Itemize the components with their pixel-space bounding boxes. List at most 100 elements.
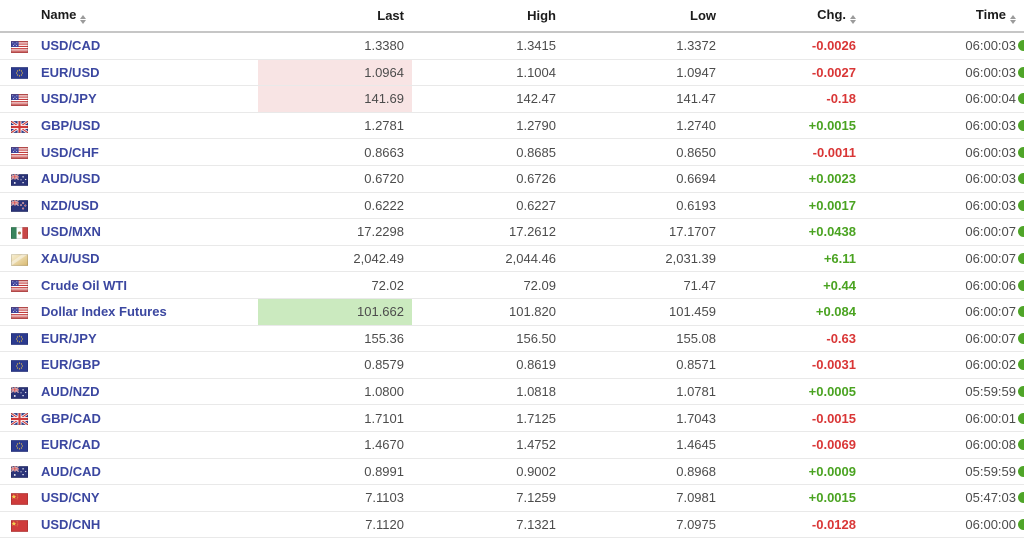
instrument-link[interactable]: AUD/USD	[41, 171, 101, 187]
name-cell: Dollar Index Futures	[0, 298, 258, 326]
last-value: 101.662	[258, 298, 412, 326]
realtime-clock-icon	[1018, 465, 1024, 477]
low-value: 71.47	[562, 271, 722, 299]
column-header-low[interactable]: Low	[562, 0, 722, 33]
time-value: 06:00:03	[862, 59, 1018, 87]
time-value: 06:00:03	[862, 165, 1018, 193]
last-value: 0.8663	[258, 138, 412, 166]
instrument-link[interactable]: GBP/USD	[41, 118, 101, 134]
table-row-eur-gbp: EUR/GBP 0.8579 0.8619 0.8571 -0.0031 06:00:02	[0, 351, 1024, 379]
name-cell: EUR/GBP	[0, 351, 258, 379]
last-value: 72.02	[258, 271, 412, 299]
name-cell: USD/JPY	[0, 85, 258, 113]
high-value: 0.9002	[412, 458, 562, 486]
low-value: 7.0975	[562, 511, 722, 538]
time-value: 06:00:07	[862, 325, 1018, 353]
instrument-link[interactable]: EUR/GBP	[41, 357, 101, 373]
high-value: 0.8685	[412, 138, 562, 166]
table-row-nzd-usd: NZD/USD 0.6222 0.6227 0.6193 +0.0017 06:00:03	[0, 192, 1024, 220]
instrument-link[interactable]: AUD/CAD	[41, 463, 101, 479]
low-value: 0.8571	[562, 351, 722, 379]
realtime-clock-icon	[1018, 120, 1024, 132]
au-flag-icon	[11, 173, 28, 186]
instrument-link[interactable]: EUR/USD	[41, 64, 100, 80]
column-label: Time	[975, 7, 1006, 22]
last-value: 0.6720	[258, 165, 412, 193]
us-flag-icon	[11, 147, 28, 160]
realtime-clock-icon	[1018, 518, 1024, 530]
realtime-indicator-cell	[1018, 511, 1024, 538]
last-value: 141.69	[258, 85, 412, 113]
name-cell: USD/CAD	[0, 32, 258, 60]
us-flag-icon	[11, 306, 28, 319]
column-header-realtime	[1018, 0, 1024, 33]
realtime-clock-icon	[1018, 146, 1024, 158]
name-cell: EUR/JPY	[0, 325, 258, 353]
table-row-eur-jpy: EUR/JPY 155.36 156.50 155.08 -0.63 06:00:07	[0, 325, 1024, 353]
instrument-link[interactable]: USD/JPY	[41, 91, 97, 107]
high-value: 7.1321	[412, 511, 562, 538]
column-header-last[interactable]: Last	[258, 0, 412, 33]
realtime-clock-icon	[1018, 66, 1024, 78]
cn-flag-icon	[11, 519, 28, 532]
table-row-usd-jpy: USD/JPY 141.69 142.47 141.47 -0.18 06:00:04	[0, 85, 1024, 113]
time-value: 06:00:07	[862, 218, 1018, 246]
instrument-link[interactable]: EUR/JPY	[41, 330, 97, 346]
table-row-aud-cad: AUD/CAD 0.8991 0.9002 0.8968 +0.0009 05:59:59	[0, 458, 1024, 486]
last-value: 1.2781	[258, 112, 412, 140]
instrument-link[interactable]: GBP/CAD	[41, 410, 101, 426]
table-row-usd-cnh: USD/CNH 7.1120 7.1321 7.0975 -0.0128 06:00:00	[0, 511, 1024, 538]
realtime-clock-icon	[1018, 439, 1024, 451]
last-value: 1.3380	[258, 32, 412, 60]
mx-flag-icon	[11, 227, 28, 239]
realtime-indicator-cell	[1018, 138, 1024, 166]
time-value: 05:47:03	[862, 484, 1018, 512]
change-value: -0.0128	[722, 511, 862, 538]
instrument-link[interactable]: USD/CNH	[41, 516, 101, 532]
low-value: 101.459	[562, 298, 722, 326]
name-cell: USD/CHF	[0, 138, 258, 166]
change-value: +6.11	[722, 245, 862, 273]
gold-icon	[11, 253, 28, 266]
high-value: 1.4752	[412, 431, 562, 459]
realtime-indicator-cell	[1018, 271, 1024, 299]
realtime-indicator-cell	[1018, 32, 1024, 60]
instrument-link[interactable]: USD/CNY	[41, 490, 100, 506]
time-value: 06:00:08	[862, 431, 1018, 459]
instrument-link[interactable]: Crude Oil WTI	[41, 277, 127, 293]
au-flag-icon	[11, 466, 28, 479]
instrument-link[interactable]: NZD/USD	[41, 197, 99, 213]
instrument-link[interactable]: EUR/CAD	[41, 437, 101, 453]
realtime-clock-icon	[1018, 226, 1024, 238]
table-row-crude-oil-wti: Crude Oil WTI 72.02 72.09 71.47 +0.44 06:00:0…	[0, 271, 1024, 299]
table-row-dollar-index-futures: Dollar Index Futures 101.662 101.820 101.45…	[0, 298, 1024, 326]
realtime-indicator-cell	[1018, 325, 1024, 353]
name-cell: EUR/CAD	[0, 431, 258, 459]
realtime-indicator-cell	[1018, 112, 1024, 140]
last-value: 7.1120	[258, 511, 412, 538]
sort-icon	[80, 15, 87, 24]
column-header-time[interactable]: Time	[862, 0, 1018, 33]
instrument-link[interactable]: AUD/NZD	[41, 384, 100, 400]
column-header-name[interactable]: Name	[0, 0, 258, 33]
name-cell: AUD/NZD	[0, 378, 258, 406]
name-cell: NZD/USD	[0, 192, 258, 220]
realtime-clock-icon	[1018, 253, 1024, 265]
realtime-clock-icon	[1018, 173, 1024, 185]
instrument-link[interactable]: USD/MXN	[41, 224, 101, 240]
column-header-high[interactable]: High	[412, 0, 562, 33]
column-header-chg[interactable]: Chg.	[722, 0, 862, 33]
instrument-link[interactable]: Dollar Index Futures	[41, 304, 167, 320]
instrument-link[interactable]: USD/CHF	[41, 144, 99, 160]
column-label: Last	[377, 8, 404, 23]
name-cell: GBP/CAD	[0, 404, 258, 432]
change-value: -0.0027	[722, 59, 862, 87]
change-value: +0.0005	[722, 378, 862, 406]
instrument-link[interactable]: USD/CAD	[41, 38, 101, 54]
instrument-link[interactable]: XAU/USD	[41, 251, 100, 267]
high-value: 2,044.46	[412, 245, 562, 273]
name-cell: Crude Oil WTI	[0, 271, 258, 299]
time-value: 06:00:01	[862, 404, 1018, 432]
last-value: 17.2298	[258, 218, 412, 246]
